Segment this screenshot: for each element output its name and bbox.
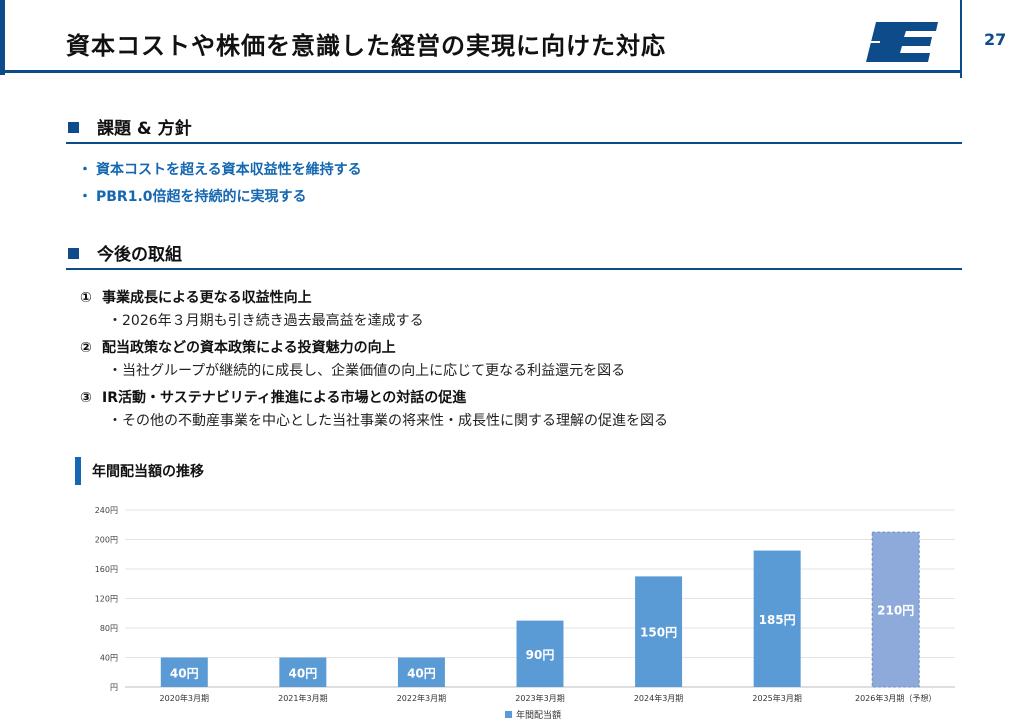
data-label: 40円 — [170, 666, 199, 680]
data-label: 185円 — [759, 613, 796, 627]
issue-item: ・資本コストを超える資本収益性を維持する — [78, 159, 362, 179]
initiative-number: ② — [80, 340, 102, 356]
y-tick-label: 160円 — [95, 565, 118, 574]
issue-item: ・ PBR1.0倍超を持続的に実現する — [78, 186, 307, 206]
initiatives-heading-text: 今後の取組 — [97, 245, 182, 265]
x-tick-label: 2023年3月期 — [515, 693, 564, 703]
chart-heading-marker — [75, 457, 81, 485]
initiative-title-text: 事業成長による更なる収益性向上 — [102, 290, 312, 306]
initiative-detail: ・その他の不動産事業を中心とした当社事業の将来性・成長性に関する理解の促進を図る — [108, 410, 668, 430]
legend-label: 年間配当額 — [516, 709, 561, 721]
data-label: 40円 — [289, 666, 318, 680]
initiatives-rule — [66, 268, 962, 270]
data-label: 90円 — [526, 648, 555, 662]
y-tick-label: 80円 — [100, 624, 118, 633]
legend-swatch — [505, 711, 512, 718]
page-title: 資本コストや株価を意識した経営の実現に向けた対応 — [66, 26, 666, 61]
x-tick-label: 2020年3月期 — [160, 693, 209, 703]
issues-heading-text: 課題 & 方針 — [97, 119, 192, 139]
data-label: 40円 — [407, 666, 436, 680]
x-tick-label: 2022年3月期 — [397, 693, 446, 703]
dot-bullet-icon: ・ — [78, 186, 96, 206]
initiative-detail: ・2026年３月期も引き続き過去最高益を達成する — [108, 310, 424, 330]
square-bullet-icon — [68, 122, 79, 133]
x-tick-label: 2026年3月期（予想） — [855, 693, 936, 703]
initiative-number: ① — [80, 290, 102, 306]
initiative-title: ③ IR活動・サステナビリティ推進による市場との対話の促進 — [80, 387, 466, 407]
dividend-chart: 円 40円 80円 120円 160円 200円 240円 40円 2020年3月期 40円 202… — [0, 495, 1022, 726]
issue-item-text: 資本コストを超える資本収益性を維持する — [96, 162, 362, 178]
y-tick-label: 円 — [110, 683, 118, 692]
issues-heading: 課題 & 方針 — [68, 114, 192, 139]
chart-heading: 年間配当額の推移 — [92, 461, 204, 481]
initiative-title: ① 事業成長による更なる収益性向上 — [80, 287, 312, 307]
data-label: 150円 — [640, 626, 677, 640]
left-accent-strip — [0, 0, 5, 75]
initiatives-heading: 今後の取組 — [68, 240, 182, 265]
issue-item-text: PBR1.0倍超を持続的に実現する — [96, 189, 307, 205]
header-divider — [960, 0, 962, 78]
page-number: 27 — [984, 30, 1006, 49]
data-label: 210円 — [877, 604, 914, 618]
company-logo — [866, 22, 938, 62]
initiative-title-text: 配当政策などの資本政策による投資魅力の向上 — [102, 340, 396, 356]
x-tick-label: 2024年3月期 — [634, 693, 683, 703]
y-tick-label: 40円 — [100, 654, 118, 663]
y-tick-label: 240円 — [95, 506, 118, 515]
initiative-number: ③ — [80, 390, 102, 406]
header-rule — [0, 70, 960, 73]
square-bullet-icon — [68, 248, 79, 259]
issues-rule — [66, 142, 962, 144]
initiative-title: ② 配当政策などの資本政策による投資魅力の向上 — [80, 337, 396, 357]
x-tick-label: 2021年3月期 — [278, 693, 327, 703]
y-tick-label: 200円 — [95, 536, 118, 545]
initiative-title-text: IR活動・サステナビリティ推進による市場との対話の促進 — [102, 390, 466, 406]
initiative-detail: ・当社グループが継続的に成長し、企業価値の向上に応じて更なる利益還元を図る — [108, 360, 625, 380]
x-tick-label: 2025年3月期 — [752, 693, 801, 703]
dot-bullet-icon: ・ — [78, 159, 96, 179]
y-tick-label: 120円 — [95, 595, 118, 604]
